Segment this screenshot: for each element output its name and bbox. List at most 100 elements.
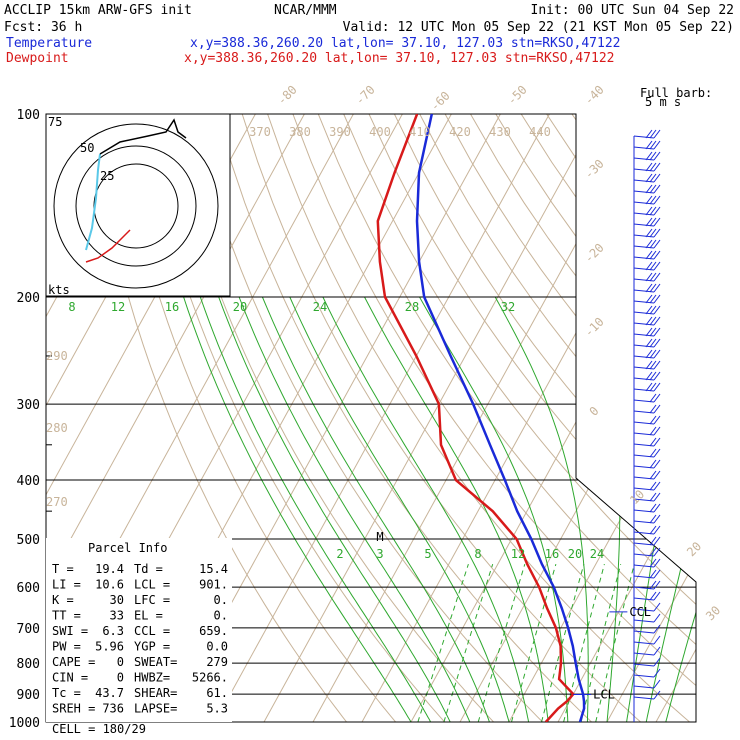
theta-label: 420: [449, 125, 471, 139]
barb-flag: [645, 305, 653, 315]
wind-barb: [633, 415, 661, 425]
wind-barb: [633, 690, 661, 700]
pressure-tick-label: 700: [17, 622, 40, 637]
pressure-tick-label: 500: [17, 533, 40, 548]
isotherm-label: 0: [587, 404, 602, 419]
barb-flag: [645, 338, 653, 348]
temperature-info: x,y=388.36,260.20 lat,lon= 37.10, 127.03…: [190, 36, 620, 51]
parcel-cell: CELL = 180/29: [52, 722, 146, 736]
barb-flag: [649, 525, 657, 535]
barb-flag: [649, 217, 657, 227]
barb-staff: [633, 663, 655, 667]
pressure-tick-label: 900: [17, 688, 40, 703]
barb-flag: [649, 305, 657, 315]
barb-flag: [653, 162, 661, 172]
isotherm-label: -50: [505, 83, 530, 108]
barb-flag: [653, 679, 661, 689]
isotherm-line: [606, 114, 696, 722]
parcel-value: 0: [117, 671, 124, 685]
parcel-value: 659.: [199, 624, 228, 638]
barb-flag: [645, 217, 653, 227]
wind-barb: [633, 613, 661, 623]
barb-flag: [649, 338, 657, 348]
barb-flag: [645, 250, 653, 260]
isotherm-label: -40: [582, 83, 607, 108]
mixing-ratio-label: 5: [424, 547, 431, 561]
wind-barb: [633, 162, 661, 172]
barb-flag: [645, 206, 653, 216]
barb-flag: [653, 580, 661, 590]
wind-barb: [633, 316, 661, 326]
barb-flag: [653, 646, 661, 656]
dry-adiabat: [470, 114, 696, 722]
hodograph-units-label: kts: [48, 283, 70, 297]
barb-flag: [649, 393, 657, 403]
wind-barb: [633, 481, 661, 491]
mixing-ratio-line: [443, 563, 494, 722]
theta-label: 370: [249, 125, 271, 139]
barb-staff: [633, 630, 655, 634]
barb-flag: [653, 448, 661, 458]
barb-flag: [649, 129, 657, 139]
parcel-key: LAPSE=: [134, 702, 177, 716]
hodograph-ring-label: 50: [80, 141, 94, 155]
theta-label: 430: [489, 125, 511, 139]
moist-adiabat: [665, 296, 696, 722]
isotherm-line: [459, 114, 696, 722]
header-model: ACCLIP 15km ARW-GFS init: [4, 3, 192, 18]
parcel-key: CIN =: [52, 671, 88, 685]
wind-barb: [633, 459, 661, 469]
wind-barb: [633, 536, 661, 546]
barb-flag: [649, 591, 657, 601]
wind-barb: [633, 349, 661, 359]
parcel-key: SWI =: [52, 624, 88, 638]
barb-flag: [645, 151, 653, 161]
barb-flag: [645, 316, 653, 326]
parcel-value: 0.0: [206, 640, 228, 654]
hodograph-upper-trace: [99, 118, 187, 155]
barb-staff: [633, 696, 655, 700]
wind-barb: [633, 250, 661, 260]
hodograph-low-trace: [85, 229, 131, 263]
mixing-ratio-line: [511, 563, 557, 722]
mixing-ratio-label: 24: [313, 300, 327, 314]
barb-flag: [649, 492, 657, 502]
barb-flag: [653, 547, 661, 557]
isotherm-label: -60: [428, 89, 453, 114]
barb-flag: [645, 327, 653, 337]
hodograph-ring: [53, 123, 219, 289]
theta-label: 380: [289, 125, 311, 139]
barb-flag: [653, 140, 661, 150]
dry-adiabat: [140, 114, 445, 722]
parcel-value: 15.4: [199, 562, 228, 576]
wind-barb: [633, 547, 661, 557]
barb-flag: [649, 206, 657, 216]
barb-flag: [649, 162, 657, 172]
wind-barb: [633, 635, 661, 645]
wind-barb: [633, 184, 661, 194]
barb-flag: [653, 239, 661, 249]
barb-flag: [649, 316, 657, 326]
barb-flag: [649, 371, 657, 381]
dry-adiabat: [89, 114, 347, 722]
theta-label: 290: [46, 349, 68, 363]
barb-flag: [653, 624, 661, 634]
barb-flag: [649, 349, 657, 359]
barb-flag: [653, 294, 661, 304]
parcel-key: LCL =: [134, 578, 170, 592]
barb-flag: [653, 591, 661, 601]
barb-staff: [633, 674, 655, 678]
barb-flag: [653, 250, 661, 260]
barb-flag: [645, 360, 653, 370]
barb-flag: [653, 261, 661, 271]
barb-flag: [645, 349, 653, 359]
wind-barb: [633, 382, 661, 392]
dewpoint-line: [376, 114, 575, 722]
wind-barb: [633, 591, 661, 601]
barb-flag: [649, 470, 657, 480]
barb-flag: [653, 459, 661, 469]
parcel-key: EL =: [134, 609, 163, 623]
dry-adiabat: [419, 114, 696, 722]
wind-barb: [633, 569, 661, 579]
